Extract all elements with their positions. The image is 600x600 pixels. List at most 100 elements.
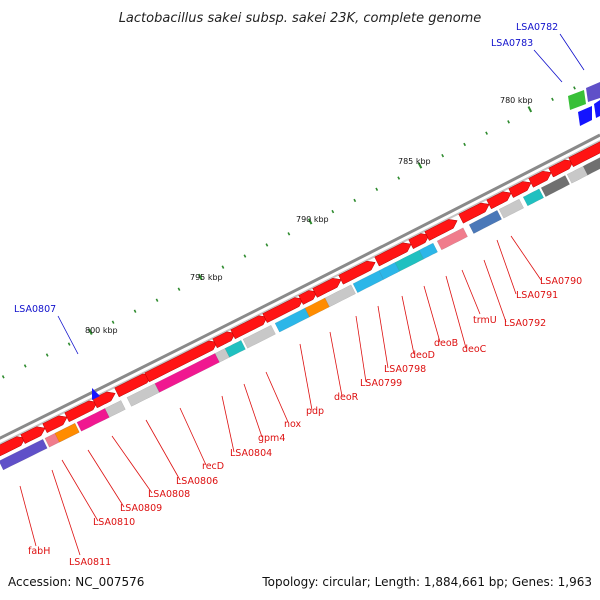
gene-label-pdp[interactable]: pdp (306, 406, 324, 417)
gene-feature-reverse[interactable] (54, 422, 80, 443)
gene-feature-reverse[interactable] (468, 209, 503, 234)
gene-feature-forward[interactable] (42, 415, 68, 434)
gene-feature-forward[interactable] (528, 170, 552, 188)
gene-feature-blue[interactable] (578, 106, 592, 126)
scale-tick (265, 243, 269, 247)
gene-label-lsa0782[interactable]: LSA0782 (516, 22, 558, 33)
gene-label-trmu[interactable]: trmU (473, 315, 497, 326)
scale-tick (88, 328, 93, 335)
scale-label-780: 780 kbp (500, 96, 533, 105)
gene-feature-reverse[interactable] (104, 400, 126, 418)
gene-feature-forward[interactable] (548, 159, 574, 178)
scale-tick (1, 375, 5, 379)
gene-feature-forward[interactable] (338, 260, 376, 285)
label-leader-line (329, 331, 343, 397)
label-leader-line (377, 305, 389, 369)
scale-tick (243, 254, 247, 258)
scale-tick (287, 232, 291, 236)
label-leader-line (423, 285, 441, 343)
gene-feature-reverse[interactable] (522, 188, 545, 207)
scale-tick (551, 97, 554, 101)
gene-label-lsa0809[interactable]: LSA0809 (120, 503, 162, 514)
gene-feature-reverse[interactable] (0, 438, 48, 471)
scale-labels: 780 kbp 785 kbp 790 kbp 795 kbp 800 kbp (85, 96, 533, 335)
scale-tick (111, 320, 115, 324)
gene-label-lsa0799[interactable]: LSA0799 (360, 378, 402, 389)
gene-feature-reverse[interactable] (498, 198, 525, 219)
label-leader-line (355, 315, 367, 383)
label-leader-line (533, 49, 563, 83)
gene-feature-reverse[interactable] (418, 242, 438, 260)
gene-feature-reverse[interactable] (582, 153, 600, 176)
gene-label-lsa0791[interactable]: LSA0791 (516, 290, 558, 301)
scale-tick (198, 273, 203, 280)
scale-tick (375, 187, 379, 191)
gene-label-lsa0790[interactable]: LSA0790 (540, 276, 582, 287)
scale-ticks (1, 86, 576, 379)
gene-feature-lsa0782[interactable] (586, 82, 600, 102)
gene-label-deob[interactable]: deoB (434, 338, 458, 349)
scale-label-785: 785 kbp (398, 157, 431, 166)
gene-feature-lsa0807[interactable] (92, 388, 100, 400)
gene-label-lsa0811[interactable]: LSA0811 (69, 557, 111, 568)
label-leader-line (179, 407, 207, 466)
gene-label-fabh[interactable]: fabH (28, 546, 50, 557)
gene-feature-forward[interactable] (230, 315, 268, 340)
label-leader-line (61, 459, 99, 522)
gene-label-lsa0810[interactable]: LSA0810 (93, 517, 135, 528)
scale-tick (441, 153, 445, 158)
label-leader-line (243, 383, 263, 438)
gene-feature-lsa0783[interactable] (568, 90, 586, 110)
scale-tick (177, 287, 181, 291)
gene-label-lsa0806[interactable]: LSA0806 (176, 476, 218, 487)
gene-label-lsa0807[interactable]: LSA0807 (14, 304, 56, 315)
gene-feature-forward[interactable] (212, 331, 236, 349)
gene-label-nox[interactable]: nox (284, 419, 302, 430)
gene-feature-reverse[interactable] (324, 284, 356, 308)
scale-tick (573, 86, 576, 90)
gene-feature-forward[interactable] (0, 436, 26, 458)
scale-tick (45, 353, 49, 357)
label-leader-line (51, 469, 81, 556)
gene-feature-forward[interactable] (486, 191, 512, 210)
gene-feature-forward[interactable] (568, 140, 600, 168)
gene-feature-forward[interactable] (298, 290, 318, 305)
gene-feature-reverse[interactable] (242, 324, 276, 349)
label-leader-line (559, 33, 585, 71)
gene-feature-forward[interactable] (64, 400, 98, 423)
gene-label-deoc[interactable]: deoC (462, 344, 487, 355)
scale-tick (353, 198, 357, 203)
gene-label-gpm4[interactable]: gpm4 (258, 433, 285, 444)
gene-feature-forward[interactable] (262, 297, 304, 323)
gene-label-deod[interactable]: deoD (410, 350, 435, 361)
scale-tick (133, 309, 137, 313)
gene-feature-blue-2[interactable] (594, 100, 600, 118)
gene-feature-forward[interactable] (20, 426, 46, 444)
scale-tick (417, 162, 423, 169)
label-leader-line (496, 239, 517, 295)
gene-label-lsa0808[interactable]: LSA0808 (148, 489, 190, 500)
gene-label-lsa0783[interactable]: LSA0783 (491, 38, 533, 49)
scale-label-795: 795 kbp (190, 273, 223, 282)
gene-label-recd[interactable]: recD (202, 461, 224, 472)
scale-tick (67, 342, 71, 346)
label-leader-line (265, 371, 289, 423)
scale-tick (155, 298, 159, 302)
gene-feature-forward[interactable] (458, 202, 490, 224)
gene-label-lsa0798[interactable]: LSA0798 (384, 364, 426, 375)
gene-feature-forward[interactable] (508, 181, 532, 198)
gene-label-deor[interactable]: deoR (334, 392, 359, 403)
gene-label-lsa0804[interactable]: LSA0804 (230, 448, 272, 459)
gene-feature-forward[interactable] (144, 340, 218, 383)
gene-feature-forward[interactable] (408, 233, 430, 250)
label-leader-lines (19, 33, 585, 556)
gene-feature-forward[interactable] (424, 219, 458, 241)
gene-feature-reverse[interactable] (540, 175, 571, 198)
gene-feature-forward[interactable] (312, 278, 342, 298)
gene-feature-forward[interactable] (374, 242, 412, 267)
gene-feature-reverse[interactable] (436, 227, 468, 251)
gene-label-lsa0792[interactable]: LSA0792 (504, 318, 546, 329)
gene-feature-reverse[interactable] (224, 339, 246, 358)
genome-backbone-inner (0, 140, 600, 446)
